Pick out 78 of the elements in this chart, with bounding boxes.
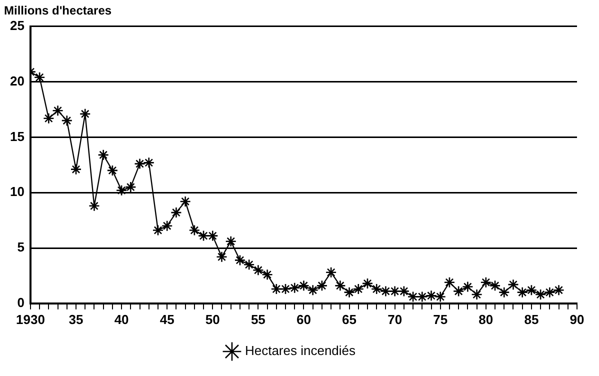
point — [498, 286, 510, 298]
x-tick-label: 45 — [160, 312, 174, 327]
x-tick-label: 40 — [114, 312, 129, 327]
point — [243, 258, 255, 270]
point — [88, 200, 100, 212]
point — [325, 266, 337, 278]
point — [534, 288, 546, 300]
point — [234, 254, 246, 266]
point — [307, 284, 318, 296]
legend-label: Hectares incendiés — [244, 343, 356, 358]
point — [316, 280, 328, 292]
x-tick-label: 60 — [296, 312, 311, 327]
point — [170, 206, 182, 218]
point — [444, 276, 456, 288]
point — [334, 280, 346, 292]
y-tick-label: 25 — [10, 18, 24, 33]
x-tick-label: 80 — [478, 312, 494, 327]
point — [161, 220, 173, 232]
point — [426, 290, 437, 302]
x-tick-label: 1930 — [16, 312, 45, 327]
point — [98, 149, 109, 161]
point — [416, 291, 428, 302]
point — [288, 282, 300, 294]
x-tick-label: 70 — [388, 312, 402, 327]
point — [489, 280, 501, 292]
point — [116, 184, 128, 196]
y-tick-label: 5 — [17, 240, 24, 255]
y-tick-label: 15 — [10, 128, 24, 144]
point — [52, 104, 64, 116]
point — [352, 283, 364, 295]
point — [70, 164, 82, 175]
point — [380, 286, 392, 297]
x-tick-label: 65 — [342, 312, 357, 327]
point — [188, 224, 200, 236]
point — [61, 114, 73, 126]
x-tick-label: 85 — [524, 312, 539, 327]
point — [125, 181, 136, 193]
point — [344, 286, 355, 298]
point — [544, 286, 556, 298]
x-tick-label: 75 — [433, 312, 448, 327]
point — [452, 286, 464, 297]
point — [262, 268, 273, 280]
point — [225, 236, 237, 247]
point — [152, 224, 164, 236]
point — [471, 288, 482, 300]
point — [526, 284, 538, 296]
point — [79, 108, 91, 120]
point — [216, 251, 228, 263]
point — [434, 291, 446, 302]
point — [516, 286, 528, 298]
point — [398, 286, 410, 297]
point — [270, 283, 282, 295]
point — [43, 112, 54, 124]
point — [407, 291, 419, 302]
point — [143, 157, 155, 168]
x-tick-label: 35 — [68, 312, 84, 327]
point — [480, 276, 492, 288]
point — [370, 283, 382, 295]
point — [553, 284, 564, 296]
point — [280, 283, 292, 295]
point — [106, 164, 118, 176]
point — [362, 278, 374, 290]
x-tick-label: 90 — [570, 312, 584, 327]
y-tick-label: 0 — [17, 294, 24, 310]
point — [252, 264, 264, 276]
point — [206, 230, 218, 242]
point — [180, 196, 191, 208]
point — [134, 158, 146, 170]
x-tick-label: 50 — [205, 312, 220, 327]
x-tick-label: 55 — [250, 312, 266, 327]
point — [462, 281, 474, 292]
point — [508, 278, 519, 290]
point — [389, 286, 400, 297]
point — [298, 280, 310, 292]
point — [198, 230, 210, 242]
y-tick-label: 20 — [10, 73, 24, 88]
y-axis-title: Millions d'hectares — [4, 4, 112, 18]
y-tick-label: 10 — [10, 184, 24, 200]
